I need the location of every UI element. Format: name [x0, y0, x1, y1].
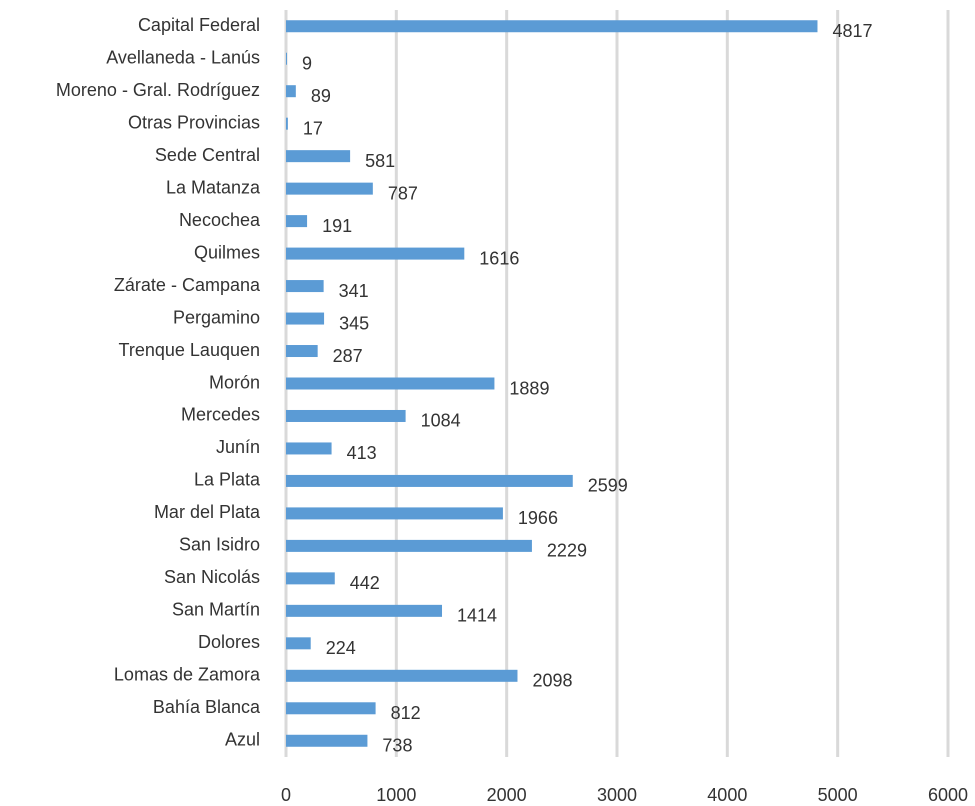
y-tick-label: Avellaneda - Lanús — [106, 47, 260, 67]
bar — [286, 637, 311, 650]
y-tick-label: Mercedes — [181, 405, 260, 425]
data-label: 2599 — [588, 476, 628, 496]
bar — [286, 312, 325, 325]
x-tick-label: 3000 — [597, 785, 637, 805]
data-label: 1084 — [421, 411, 461, 431]
y-tick-label: Zárate - Campana — [114, 275, 261, 295]
y-tick-label: Capital Federal — [138, 15, 260, 35]
data-label: 191 — [322, 216, 352, 236]
data-label: 812 — [391, 703, 421, 723]
data-label: 9 — [302, 53, 312, 73]
bar — [286, 377, 495, 390]
bar — [286, 572, 335, 585]
y-tick-label: La Plata — [194, 470, 261, 490]
y-tick-label: La Matanza — [166, 177, 261, 197]
bar — [286, 20, 818, 33]
data-label: 581 — [365, 151, 395, 171]
bar — [286, 507, 503, 520]
data-label: 287 — [333, 346, 363, 366]
data-label: 2229 — [547, 541, 587, 561]
y-tick-label: Dolores — [198, 632, 260, 652]
x-tick-label: 2000 — [487, 785, 527, 805]
data-label: 1616 — [479, 248, 519, 268]
y-tick-label: Quilmes — [194, 242, 260, 262]
y-tick-label: Pergamino — [173, 307, 260, 327]
y-tick-label: Necochea — [179, 210, 261, 230]
y-tick-label: Bahía Blanca — [153, 697, 261, 717]
y-tick-label: Otras Provincias — [128, 112, 260, 132]
y-tick-label: San Isidro — [179, 535, 260, 555]
x-tick-label: 1000 — [376, 785, 416, 805]
bar — [286, 442, 332, 455]
y-tick-label: Lomas de Zamora — [114, 665, 261, 685]
y-tick-label: Morón — [209, 372, 260, 392]
data-label: 17 — [303, 118, 323, 138]
y-tick-label: Mar del Plata — [154, 502, 261, 522]
bar — [286, 117, 288, 130]
bar — [286, 474, 573, 487]
data-label: 413 — [347, 443, 377, 463]
data-label: 4817 — [832, 21, 872, 41]
bar — [286, 539, 532, 552]
y-tick-label: Azul — [225, 730, 260, 750]
x-tick-label: 5000 — [818, 785, 858, 805]
y-tick-label: Trenque Lauquen — [119, 340, 260, 360]
x-tick-label: 6000 — [928, 785, 968, 805]
y-tick-label: San Martín — [172, 600, 260, 620]
bar — [286, 345, 318, 358]
data-label: 738 — [382, 736, 412, 756]
bar — [286, 247, 465, 260]
x-tick-label: 4000 — [707, 785, 747, 805]
bar — [286, 182, 373, 195]
data-label: 2098 — [532, 671, 572, 691]
bar — [286, 150, 351, 163]
bar — [286, 604, 443, 617]
y-tick-label: Sede Central — [155, 145, 260, 165]
bar — [286, 280, 324, 293]
bar — [286, 734, 368, 747]
data-label: 1414 — [457, 606, 497, 626]
y-tick-label: Moreno - Gral. Rodríguez — [56, 80, 260, 100]
data-label: 341 — [339, 281, 369, 301]
data-label: 1889 — [509, 378, 549, 398]
y-tick-label: Junín — [216, 437, 260, 457]
bar — [286, 409, 406, 422]
bar — [286, 52, 287, 65]
bar — [286, 702, 376, 715]
data-label: 1966 — [518, 508, 558, 528]
y-tick-label: San Nicolás — [164, 567, 260, 587]
data-label: 224 — [326, 638, 356, 658]
bar — [286, 85, 296, 98]
bar — [286, 215, 308, 228]
data-label: 787 — [388, 183, 418, 203]
data-label: 442 — [350, 573, 380, 593]
bar — [286, 669, 518, 682]
x-tick-label: 0 — [281, 785, 291, 805]
data-label: 89 — [311, 86, 331, 106]
data-label: 345 — [339, 313, 369, 333]
